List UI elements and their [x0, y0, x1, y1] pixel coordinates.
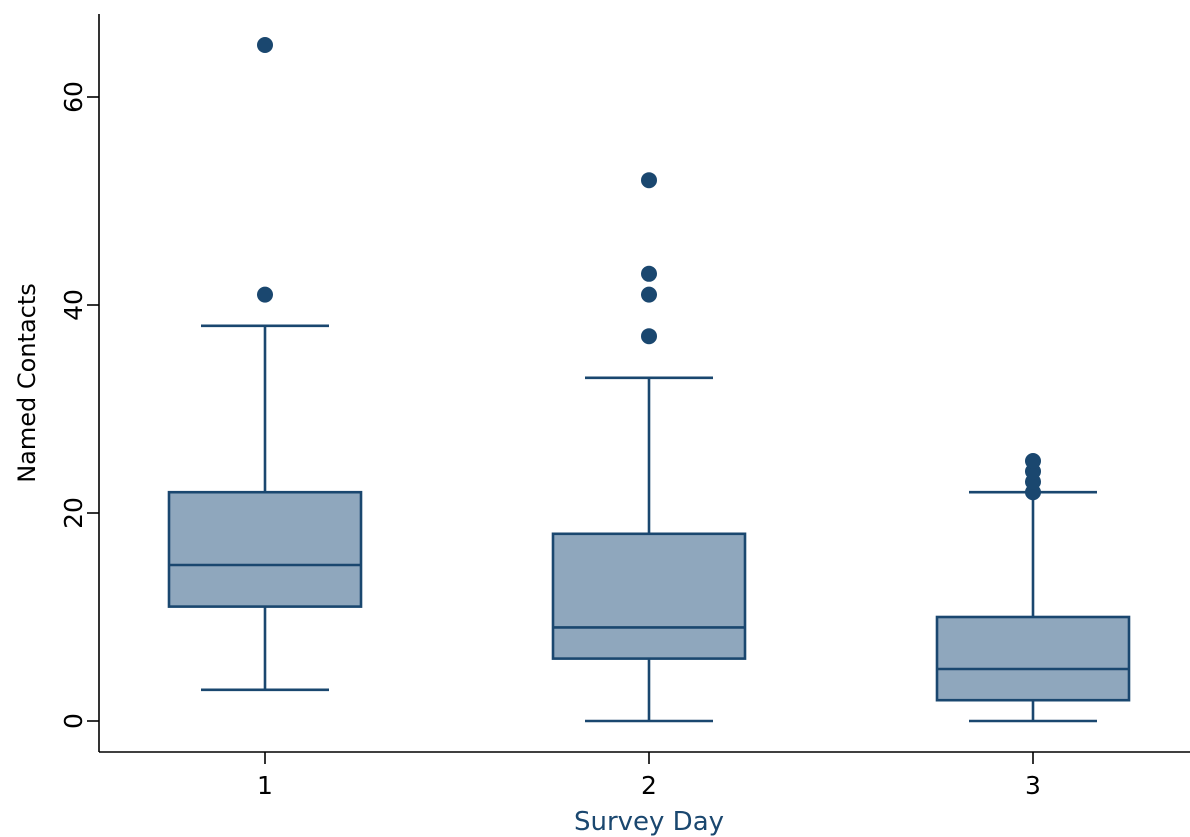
iqr-box [551, 532, 747, 660]
outlier-point [641, 286, 657, 303]
y-axis-ticks: 0 20 40 60 [59, 81, 99, 729]
box-group-day-2 [551, 172, 747, 723]
outlier-point [641, 265, 657, 282]
outlier-point [641, 328, 657, 345]
box-group-day-3 [935, 453, 1131, 723]
outlier-point [1025, 453, 1041, 469]
box-group-day-1 [167, 37, 363, 692]
plot-area [167, 37, 1131, 723]
outlier-point [257, 286, 273, 303]
y-tick-label: 60 [59, 81, 88, 113]
x-axis-label: Survey Day [574, 807, 724, 837]
outlier-point [257, 37, 273, 53]
iqr-box [935, 615, 1131, 702]
y-axis-label: Named Contacts [13, 283, 41, 483]
y-tick-label: 20 [59, 497, 88, 529]
y-tick-label: 40 [59, 289, 88, 321]
x-axis-ticks: 1 2 3 [257, 752, 1041, 800]
x-tick-label: 1 [257, 771, 273, 800]
x-tick-label: 2 [641, 771, 657, 800]
y-tick-label: 0 [59, 713, 88, 729]
x-tick-label: 3 [1025, 771, 1041, 800]
outlier-point [641, 172, 657, 189]
iqr-box [167, 490, 363, 608]
